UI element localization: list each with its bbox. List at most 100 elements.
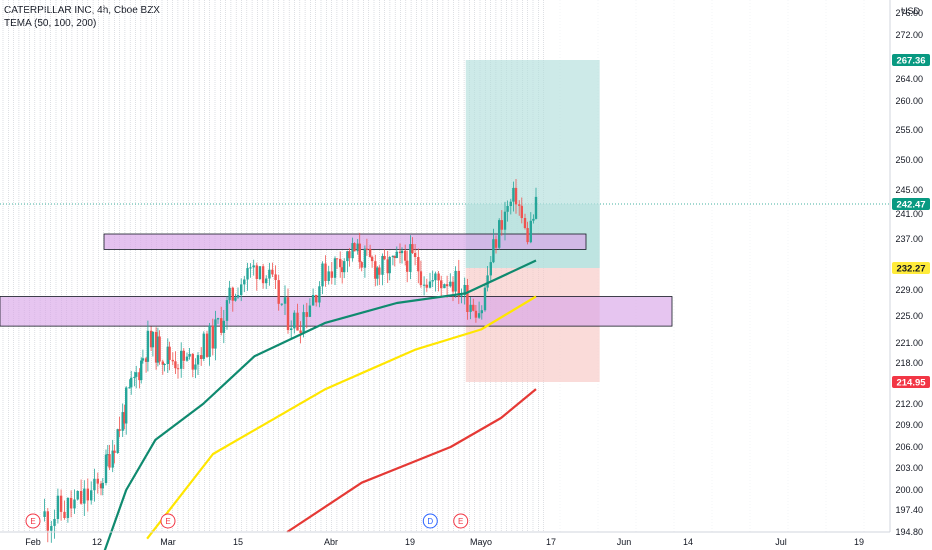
candle-body bbox=[376, 267, 379, 279]
candle-body bbox=[90, 490, 93, 501]
candle-body bbox=[445, 284, 449, 287]
candle-body bbox=[76, 491, 79, 500]
candle bbox=[341, 260, 344, 284]
candle-body bbox=[222, 320, 225, 333]
candle-body bbox=[216, 318, 220, 320]
candle-body bbox=[69, 497, 73, 509]
price-tags: 267.36 242.47 232.27 214.95 bbox=[892, 54, 930, 389]
candle bbox=[96, 472, 99, 494]
candle-body bbox=[321, 263, 324, 287]
support-zone-lower bbox=[0, 296, 673, 327]
candle-body bbox=[261, 266, 265, 284]
price-tick-label: 272.00 bbox=[895, 30, 923, 40]
candle-body bbox=[440, 280, 443, 289]
candle bbox=[321, 261, 324, 295]
candle bbox=[492, 228, 495, 264]
price-axis[interactable]: 194.80 197.40 200.00 203.00 206.00 209.00 212.… bbox=[889, 0, 923, 537]
candle-body bbox=[466, 285, 469, 312]
candle-body bbox=[252, 265, 255, 268]
candle bbox=[140, 357, 143, 384]
candle-body bbox=[409, 244, 412, 272]
candle-body bbox=[483, 287, 487, 311]
resistance-zone-upper bbox=[103, 233, 587, 250]
candle-body bbox=[417, 257, 420, 272]
price-tick-label: 200.00 bbox=[895, 485, 923, 495]
candle bbox=[348, 248, 351, 267]
candle-body bbox=[63, 511, 66, 518]
candle bbox=[200, 347, 203, 366]
candle bbox=[360, 260, 363, 272]
candle bbox=[216, 317, 220, 324]
candle-body bbox=[393, 255, 396, 258]
candle bbox=[514, 179, 518, 214]
candle bbox=[194, 358, 197, 379]
candle-body bbox=[208, 325, 211, 357]
candle bbox=[451, 276, 455, 302]
candle bbox=[249, 263, 252, 278]
candle bbox=[144, 357, 148, 373]
candle bbox=[523, 213, 527, 230]
candle-body bbox=[370, 256, 374, 262]
candle-body bbox=[93, 478, 96, 491]
candle-body bbox=[59, 495, 63, 512]
candle bbox=[296, 303, 299, 331]
candle-body bbox=[391, 255, 395, 257]
candle bbox=[454, 266, 457, 298]
candle-body bbox=[205, 333, 209, 357]
candle-body bbox=[83, 488, 86, 504]
candle bbox=[498, 218, 501, 250]
time-tick-label: Jun bbox=[617, 537, 632, 547]
candle-body bbox=[271, 269, 274, 275]
candle bbox=[151, 331, 155, 357]
candle bbox=[512, 181, 515, 212]
currency-label: USD bbox=[900, 6, 920, 16]
price-tag-value: 232.27 bbox=[896, 264, 925, 275]
candle bbox=[431, 270, 434, 288]
candle-body bbox=[268, 269, 271, 279]
candle bbox=[381, 253, 384, 286]
candle bbox=[63, 500, 66, 520]
candle bbox=[191, 353, 194, 378]
candle-body bbox=[53, 519, 56, 526]
candle bbox=[477, 301, 481, 319]
candle bbox=[125, 386, 128, 435]
candle bbox=[532, 214, 535, 224]
time-tick-label: 17 bbox=[546, 537, 556, 547]
candle bbox=[168, 341, 171, 371]
candle bbox=[83, 480, 86, 516]
candle-body bbox=[315, 295, 318, 303]
candle bbox=[406, 250, 409, 283]
candle bbox=[463, 277, 466, 305]
candle-body bbox=[472, 304, 475, 311]
event-label: E bbox=[165, 517, 170, 526]
candle-body bbox=[302, 312, 305, 334]
candle-body bbox=[434, 273, 437, 281]
time-axis[interactable]: Feb 12 Mar 15 Abr 19 Mayo 17 Jun 14 Jul 19 bbox=[0, 531, 890, 547]
candle-body bbox=[400, 250, 404, 254]
candle-body bbox=[258, 266, 262, 279]
candle-body bbox=[280, 303, 283, 305]
candle-body bbox=[121, 412, 124, 431]
candle-body bbox=[56, 495, 60, 519]
candle-body bbox=[234, 297, 237, 301]
candle-body bbox=[474, 310, 478, 318]
candle-body bbox=[101, 483, 104, 489]
event-circle bbox=[453, 513, 469, 529]
candle bbox=[121, 403, 124, 437]
candle-body bbox=[240, 284, 243, 296]
candle bbox=[56, 488, 60, 524]
candle bbox=[46, 508, 49, 543]
candle bbox=[261, 263, 265, 289]
candle-body bbox=[283, 297, 287, 304]
candle-body bbox=[398, 251, 402, 254]
event-label: E bbox=[30, 517, 35, 526]
candle bbox=[398, 243, 402, 264]
candle bbox=[443, 283, 446, 289]
candle bbox=[365, 238, 369, 256]
candle-body bbox=[236, 295, 240, 298]
candle bbox=[73, 489, 76, 514]
candle-body bbox=[185, 356, 189, 361]
candle bbox=[428, 272, 432, 289]
candle bbox=[353, 242, 356, 252]
